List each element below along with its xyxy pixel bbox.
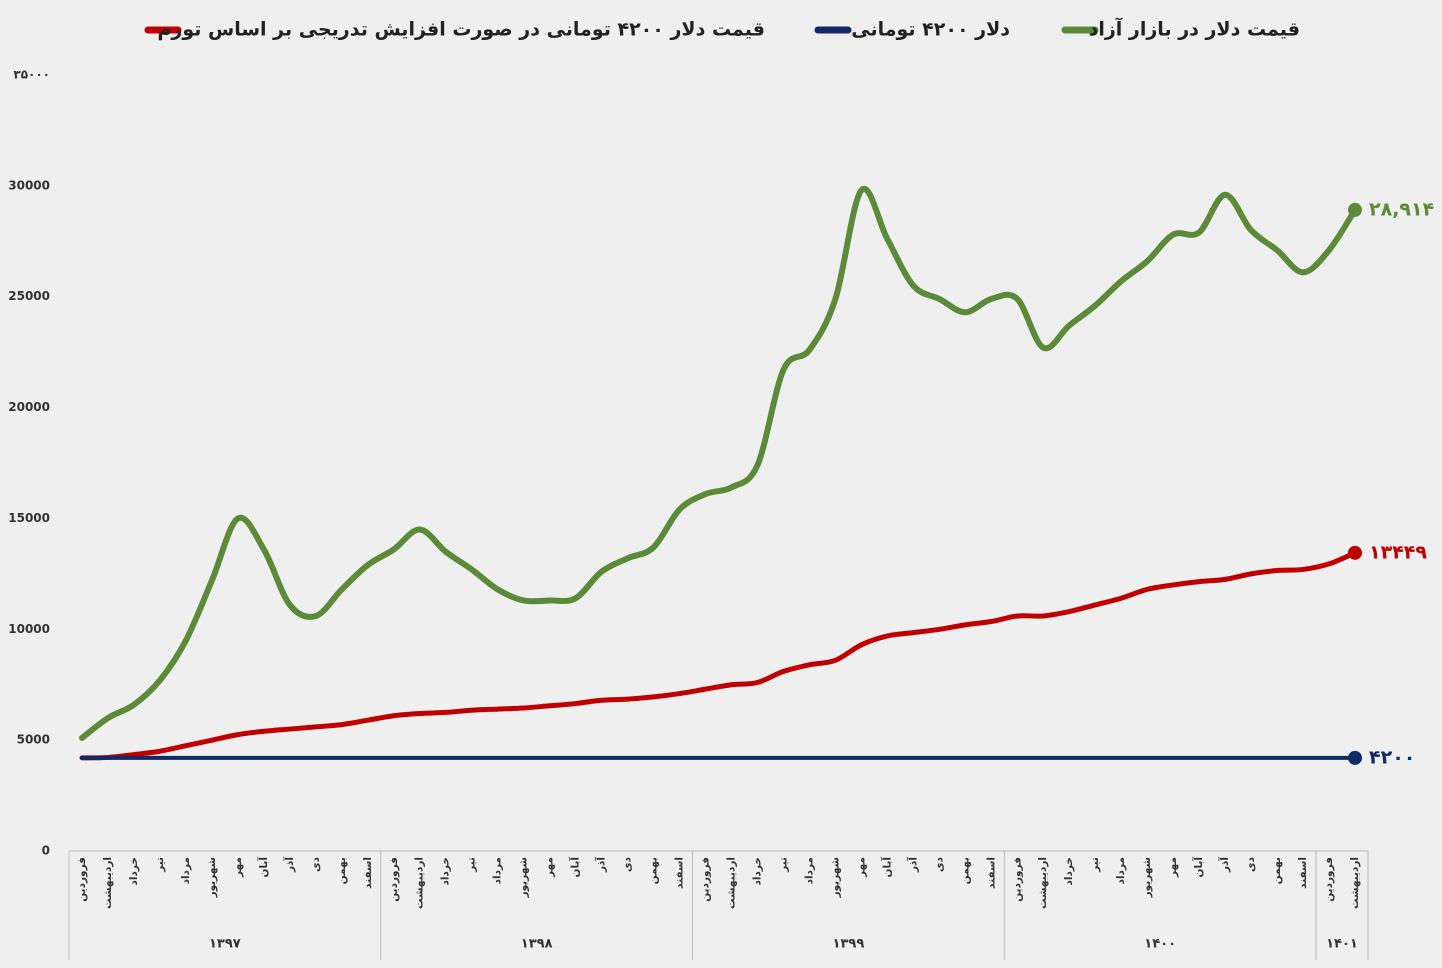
x-tick-label: آبان (1192, 857, 1205, 878)
x-group-label: ۱۴۰۰ (1144, 937, 1176, 952)
x-tick-label: شهریور (829, 857, 841, 898)
x-group-label: ۱۳۹۹ (833, 937, 865, 952)
x-tick-label: شهریور (206, 857, 218, 898)
value-label: ۴۲۰۰ (1369, 746, 1415, 768)
x-tick-label: اسفند (362, 857, 374, 889)
x-tick-label: آذر (283, 857, 296, 873)
x-tick-label: فروردین (700, 857, 712, 902)
y-tick-label: 20000 (8, 400, 50, 414)
x-tick-label: مرداد (180, 857, 192, 884)
x-tick-label: دی (933, 856, 945, 872)
x-tick-label: آذر (1218, 857, 1231, 873)
x-tick-label: تیر (466, 857, 478, 873)
x-tick-label: مهر (1167, 857, 1179, 878)
series-line (79, 550, 1358, 761)
x-tick-label: آبان (257, 857, 270, 878)
y-tick-label: 10000 (8, 622, 50, 636)
x-tick-label: اردیبهشت (414, 857, 426, 909)
x-tick-label: مهر (855, 857, 867, 878)
x-tick-label: دی (622, 856, 634, 872)
x-tick-label: فروردین (388, 857, 400, 902)
value-label: ۱۳۴۴۹ (1369, 541, 1427, 563)
x-tick-label: اسفند (985, 857, 997, 889)
x-tick-label: بهمن (648, 857, 660, 884)
x-tick-label: آذر (595, 857, 608, 873)
x-tick-label: تیر (1089, 857, 1101, 873)
x-tick-label: مرداد (492, 857, 504, 884)
end-point (1348, 202, 1362, 217)
x-tick-label: شهریور (1141, 857, 1153, 898)
x-tick-label: آذر (906, 857, 919, 873)
x-tick-label: بهمن (336, 857, 348, 884)
x-tick-label: تیر (154, 857, 166, 873)
series-line (79, 185, 1358, 741)
y-tick-label: 30000 (8, 178, 50, 192)
x-tick-label: بهمن (959, 857, 971, 884)
end-point (1348, 750, 1362, 765)
end-point (1348, 545, 1362, 560)
x-tick-label: فروردین (76, 857, 88, 902)
value-label: ۲۸,۹۱۴ (1369, 198, 1434, 220)
x-tick-label: دی (310, 856, 322, 872)
x-tick-label: شهریور (518, 857, 530, 898)
x-tick-label: خرداد (128, 857, 140, 885)
x-tick-label: مرداد (1115, 857, 1127, 884)
x-tick-label: فروردین (1011, 857, 1023, 902)
x-tick-label: اردیبهشت (1037, 857, 1049, 909)
x-tick-label: مهر (232, 857, 244, 878)
x-tick-label: بهمن (1271, 857, 1283, 884)
x-group-label: ۱۳۹۸ (521, 937, 553, 952)
y-tick-label: 15000 (8, 511, 50, 525)
x-tick-label: خرداد (751, 857, 763, 885)
x-tick-label: خرداد (1063, 857, 1075, 885)
y-tick-label: 0 (42, 844, 50, 858)
x-tick-label: خرداد (440, 857, 452, 885)
x-tick-label: آبان (569, 857, 582, 878)
x-tick-label: مهر (544, 857, 556, 878)
x-tick-label: تیر (777, 857, 789, 873)
legend-label: قیمت دلار ۴۲۰۰ تومانی در صورت افزایش تدر… (157, 19, 765, 41)
x-tick-label: فروردین (1323, 857, 1335, 902)
y-tick-label: ۳۵۰۰۰ (13, 68, 50, 82)
x-tick-label: آبان (880, 857, 893, 878)
x-tick-label: مرداد (803, 857, 815, 884)
legend-label: قیمت دلار در بازار آزاد (1089, 17, 1300, 41)
x-tick-label: اسفند (674, 857, 686, 889)
x-group-label: ۱۴۰۱ (1326, 937, 1358, 952)
x-group-label: ۱۳۹۷ (209, 937, 241, 952)
y-tick-label: 5000 (17, 733, 50, 747)
x-tick-label: اسفند (1297, 857, 1309, 889)
x-tick-label: اردیبهشت (1349, 857, 1361, 909)
x-tick-label: اردیبهشت (102, 857, 114, 909)
legend-label: دلار ۴۲۰۰ تومانی (851, 19, 1010, 41)
x-tick-label: دی (1245, 856, 1257, 872)
y-tick-label: 25000 (8, 289, 50, 303)
x-tick-label: اردیبهشت (725, 857, 737, 909)
